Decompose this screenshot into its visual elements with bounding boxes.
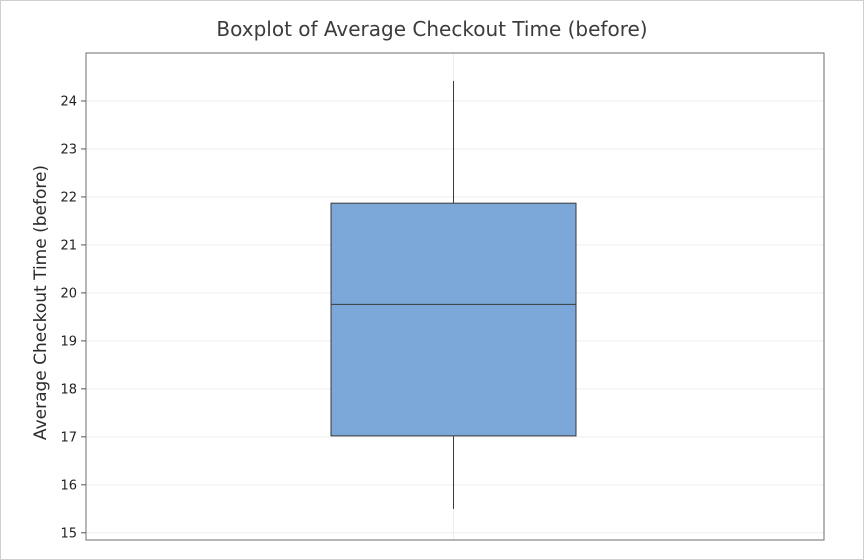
plot-area xyxy=(85,52,825,541)
y-tick-label-21: 21 xyxy=(60,238,77,253)
y-tick-label-19: 19 xyxy=(60,334,77,349)
chart-title: Boxplot of Average Checkout Time (before… xyxy=(216,17,647,41)
y-axis: 15 16 17 18 19 20 21 22 23 24 xyxy=(60,94,86,541)
y-tick-label-22: 22 xyxy=(60,190,77,205)
plot-border xyxy=(85,52,825,541)
y-tick-label-23: 23 xyxy=(60,142,77,157)
y-tick-label-24: 24 xyxy=(60,94,77,109)
y-tick-label-17: 17 xyxy=(60,430,77,445)
box-layer xyxy=(330,80,577,509)
y-tick-label-16: 16 xyxy=(60,478,77,493)
iqr-box xyxy=(330,202,577,437)
y-tick-label-15: 15 xyxy=(60,526,77,541)
y-tick-label-18: 18 xyxy=(60,382,77,397)
gridlines xyxy=(86,100,824,534)
y-axis-label: Average Checkout Time (before) xyxy=(31,165,51,440)
y-tick-label-20: 20 xyxy=(60,286,77,301)
